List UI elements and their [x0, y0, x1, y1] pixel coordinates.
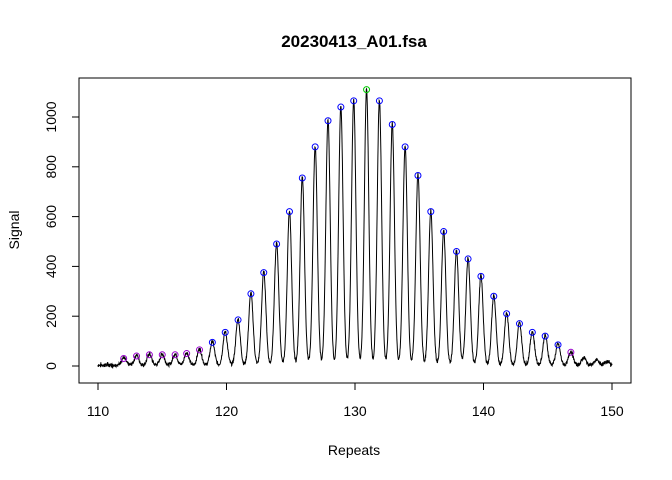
x-tick-label: 120 — [215, 403, 239, 419]
peak-marker-blue — [221, 328, 229, 336]
peak-marker-purple — [196, 346, 204, 354]
peak-marker-blue — [401, 143, 409, 151]
peak-markers — [120, 86, 575, 363]
peak-marker-blue — [464, 255, 472, 263]
peak-marker-blue — [554, 341, 562, 349]
peak-marker-blue — [285, 208, 293, 216]
peak-marker-blue — [453, 247, 461, 255]
peak-marker-blue — [260, 269, 268, 277]
x-tick-label: 130 — [343, 403, 367, 419]
y-tick-label: 200 — [43, 304, 59, 328]
peak-marker-blue — [490, 292, 498, 300]
peak-marker-purple — [158, 351, 166, 359]
peak-marker-blue — [350, 97, 358, 105]
peak-marker-purple — [145, 351, 153, 359]
peak-marker-blue — [503, 310, 511, 318]
y-tick-label: 800 — [43, 155, 59, 179]
peak-marker-purple — [183, 350, 191, 358]
peak-marker-blue — [247, 290, 255, 298]
peak-marker-blue — [427, 208, 435, 216]
y-tick-label: 0 — [43, 362, 59, 370]
peak-marker-blue — [414, 172, 422, 180]
peak-marker-blue — [375, 97, 383, 105]
peak-marker-blue — [440, 228, 448, 236]
signal-trace — [97, 87, 613, 370]
peak-marker-purple — [567, 348, 575, 356]
peak-marker-blue — [311, 143, 319, 151]
peak-marker-blue — [515, 320, 523, 328]
peak-marker-purple — [133, 352, 141, 360]
peak-marker-blue — [298, 174, 306, 182]
chart-title: 20230413_A01.fsa — [281, 32, 427, 51]
peak-marker-blue — [324, 117, 332, 125]
y-tick-label: 600 — [43, 205, 59, 229]
peak-marker-blue — [234, 316, 242, 324]
y-axis: 0 200 400 600 800 1000 — [43, 101, 80, 370]
x-axis-label: Repeats — [328, 442, 380, 458]
peak-marker-blue — [208, 338, 216, 346]
y-axis-label: Signal — [6, 211, 22, 250]
y-tick-label: 400 — [43, 255, 59, 279]
peak-marker-purple — [120, 355, 128, 363]
peak-marker-blue — [273, 240, 281, 248]
peak-marker-blue — [337, 103, 345, 111]
x-axis: 110 120 130 140 150 — [87, 382, 624, 419]
x-tick-label: 150 — [600, 403, 624, 419]
y-tick-label: 1000 — [43, 101, 59, 132]
peak-marker-blue — [477, 272, 485, 280]
peak-marker-green — [363, 86, 371, 94]
x-tick-label: 110 — [87, 403, 110, 419]
x-tick-label: 140 — [472, 403, 496, 419]
peak-marker-blue — [528, 328, 536, 336]
peak-marker-blue — [541, 332, 549, 340]
peak-marker-blue — [388, 120, 396, 128]
peak-marker-purple — [171, 351, 179, 359]
